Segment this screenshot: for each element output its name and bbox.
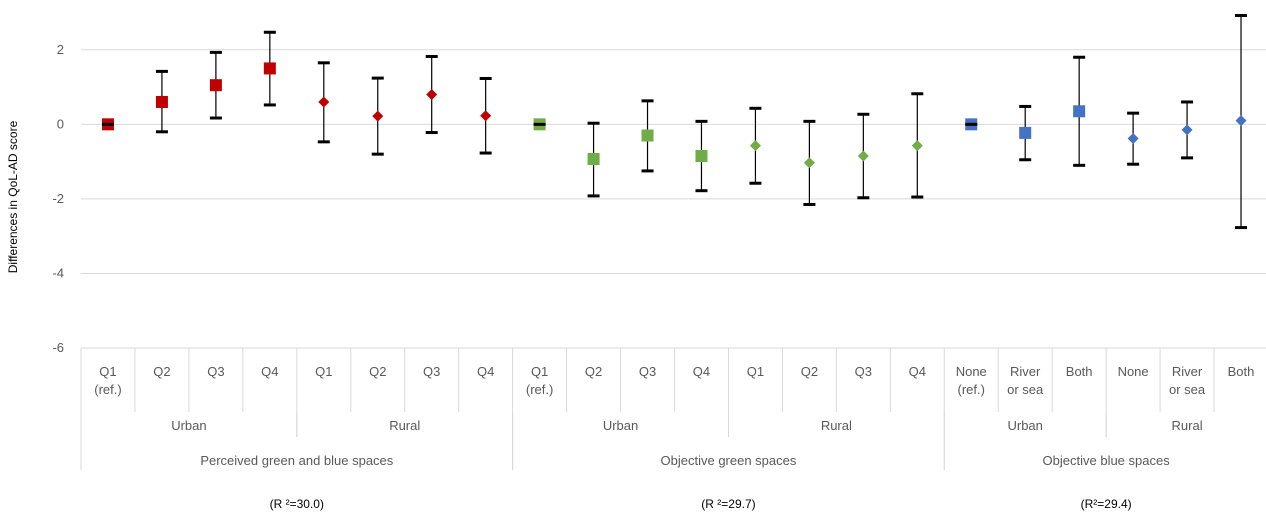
r-squared-label: (R ²=29.7) bbox=[701, 497, 755, 511]
y-tick-label: 0 bbox=[57, 116, 64, 131]
x-subgroup-label: Urban bbox=[603, 418, 638, 433]
x-category-label: Q1 (ref.) bbox=[526, 364, 553, 397]
x-subgroup-label: Rural bbox=[389, 418, 420, 433]
y-tick-label: 2 bbox=[57, 42, 64, 57]
x-category-label: Both bbox=[1228, 364, 1255, 379]
point-marker-square bbox=[1073, 105, 1086, 118]
point-marker-diamond bbox=[1127, 132, 1139, 144]
x-subgroup-label: Rural bbox=[821, 418, 852, 433]
point-marker-square bbox=[263, 62, 276, 75]
point-marker-diamond bbox=[749, 140, 761, 152]
x-category-label: Q2 bbox=[801, 364, 818, 379]
x-subgroup-label: Urban bbox=[1007, 418, 1042, 433]
x-category-label: Both bbox=[1066, 364, 1093, 379]
point-marker-diamond bbox=[857, 150, 869, 162]
x-category-label: Q3 bbox=[855, 364, 872, 379]
x-subgroup-label: Rural bbox=[1172, 418, 1203, 433]
point-marker-square bbox=[209, 79, 222, 92]
point-marker-diamond bbox=[1181, 124, 1193, 136]
x-category-label: Q3 bbox=[639, 364, 656, 379]
x-group-label: Objective green spaces bbox=[661, 453, 797, 468]
x-category-label: Q1 bbox=[747, 364, 764, 379]
point-marker-diamond bbox=[318, 96, 330, 108]
x-category-label: Q2 bbox=[585, 364, 602, 379]
x-group-label: Objective blue spaces bbox=[1043, 453, 1171, 468]
x-category-label: Q4 bbox=[477, 364, 494, 379]
error-bars bbox=[155, 13, 1248, 230]
point-marker-square bbox=[695, 150, 708, 163]
x-category-label: None bbox=[1118, 364, 1149, 379]
point-marker-square bbox=[155, 95, 168, 108]
r-squared-label: (R²=29.4) bbox=[1081, 497, 1132, 511]
r-squared-label: (R ²=30.0) bbox=[270, 497, 324, 511]
x-category-label: None (ref.) bbox=[956, 364, 987, 397]
x-subgroup-label: Urban bbox=[171, 418, 206, 433]
gridlines bbox=[81, 49, 1266, 349]
x-category-label: Q4 bbox=[909, 364, 926, 379]
x-category-label: River or sea bbox=[1007, 364, 1044, 397]
point-marker-diamond bbox=[426, 89, 438, 101]
x-category-label: Q3 bbox=[423, 364, 440, 379]
point-marker-diamond bbox=[372, 110, 384, 122]
y-axis-title: Differences in QoL-AD score bbox=[6, 120, 20, 273]
x-category-label: Q1 (ref.) bbox=[94, 364, 121, 397]
x-category-label: Q2 bbox=[153, 364, 170, 379]
point-marker-diamond bbox=[911, 140, 923, 152]
markers bbox=[101, 62, 1247, 169]
y-tick-label: -4 bbox=[52, 265, 64, 280]
point-marker-diamond bbox=[1235, 115, 1247, 127]
x-category-label: Q1 bbox=[315, 364, 332, 379]
x-group-label: Perceived green and blue spaces bbox=[200, 453, 393, 468]
x-category-label: Q3 bbox=[207, 364, 224, 379]
x-category-label: Q2 bbox=[369, 364, 386, 379]
x-axis-categories: Q1 (ref.) Q2 Q3 Q4 Q1 Q2 Q3 Q4 Q1 (ref.) Q2 Q3 Q4 Q1 Q2… bbox=[80, 348, 1255, 511]
x-category-label: Q4 bbox=[693, 364, 710, 379]
x-category-label: River or sea bbox=[1169, 364, 1206, 397]
point-marker-square bbox=[641, 129, 654, 142]
point-marker-diamond bbox=[480, 110, 492, 122]
point-marker-square bbox=[587, 153, 600, 166]
y-axis-ticks: 2 0 -2 -4 -6 bbox=[52, 42, 64, 355]
point-marker-square bbox=[1019, 126, 1032, 139]
y-tick-label: -2 bbox=[52, 191, 64, 206]
point-marker-diamond bbox=[803, 157, 815, 169]
x-category-label: Q4 bbox=[261, 364, 278, 379]
y-tick-label: -6 bbox=[52, 340, 64, 355]
